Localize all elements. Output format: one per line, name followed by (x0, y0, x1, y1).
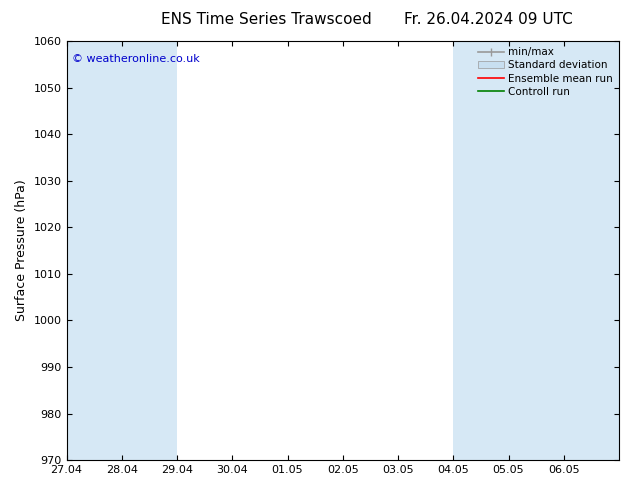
Text: Fr. 26.04.2024 09 UTC: Fr. 26.04.2024 09 UTC (404, 12, 573, 27)
Text: © weatheronline.co.uk: © weatheronline.co.uk (72, 53, 200, 64)
Bar (453, 41, 508, 460)
Bar (564, 41, 619, 460)
Bar (508, 41, 564, 460)
Y-axis label: Surface Pressure (hPa): Surface Pressure (hPa) (15, 180, 28, 321)
Legend: min/max, Standard deviation, Ensemble mean run, Controll run: min/max, Standard deviation, Ensemble me… (474, 43, 617, 101)
Bar (67, 41, 122, 460)
Text: ENS Time Series Trawscoed: ENS Time Series Trawscoed (161, 12, 372, 27)
Bar (122, 41, 177, 460)
